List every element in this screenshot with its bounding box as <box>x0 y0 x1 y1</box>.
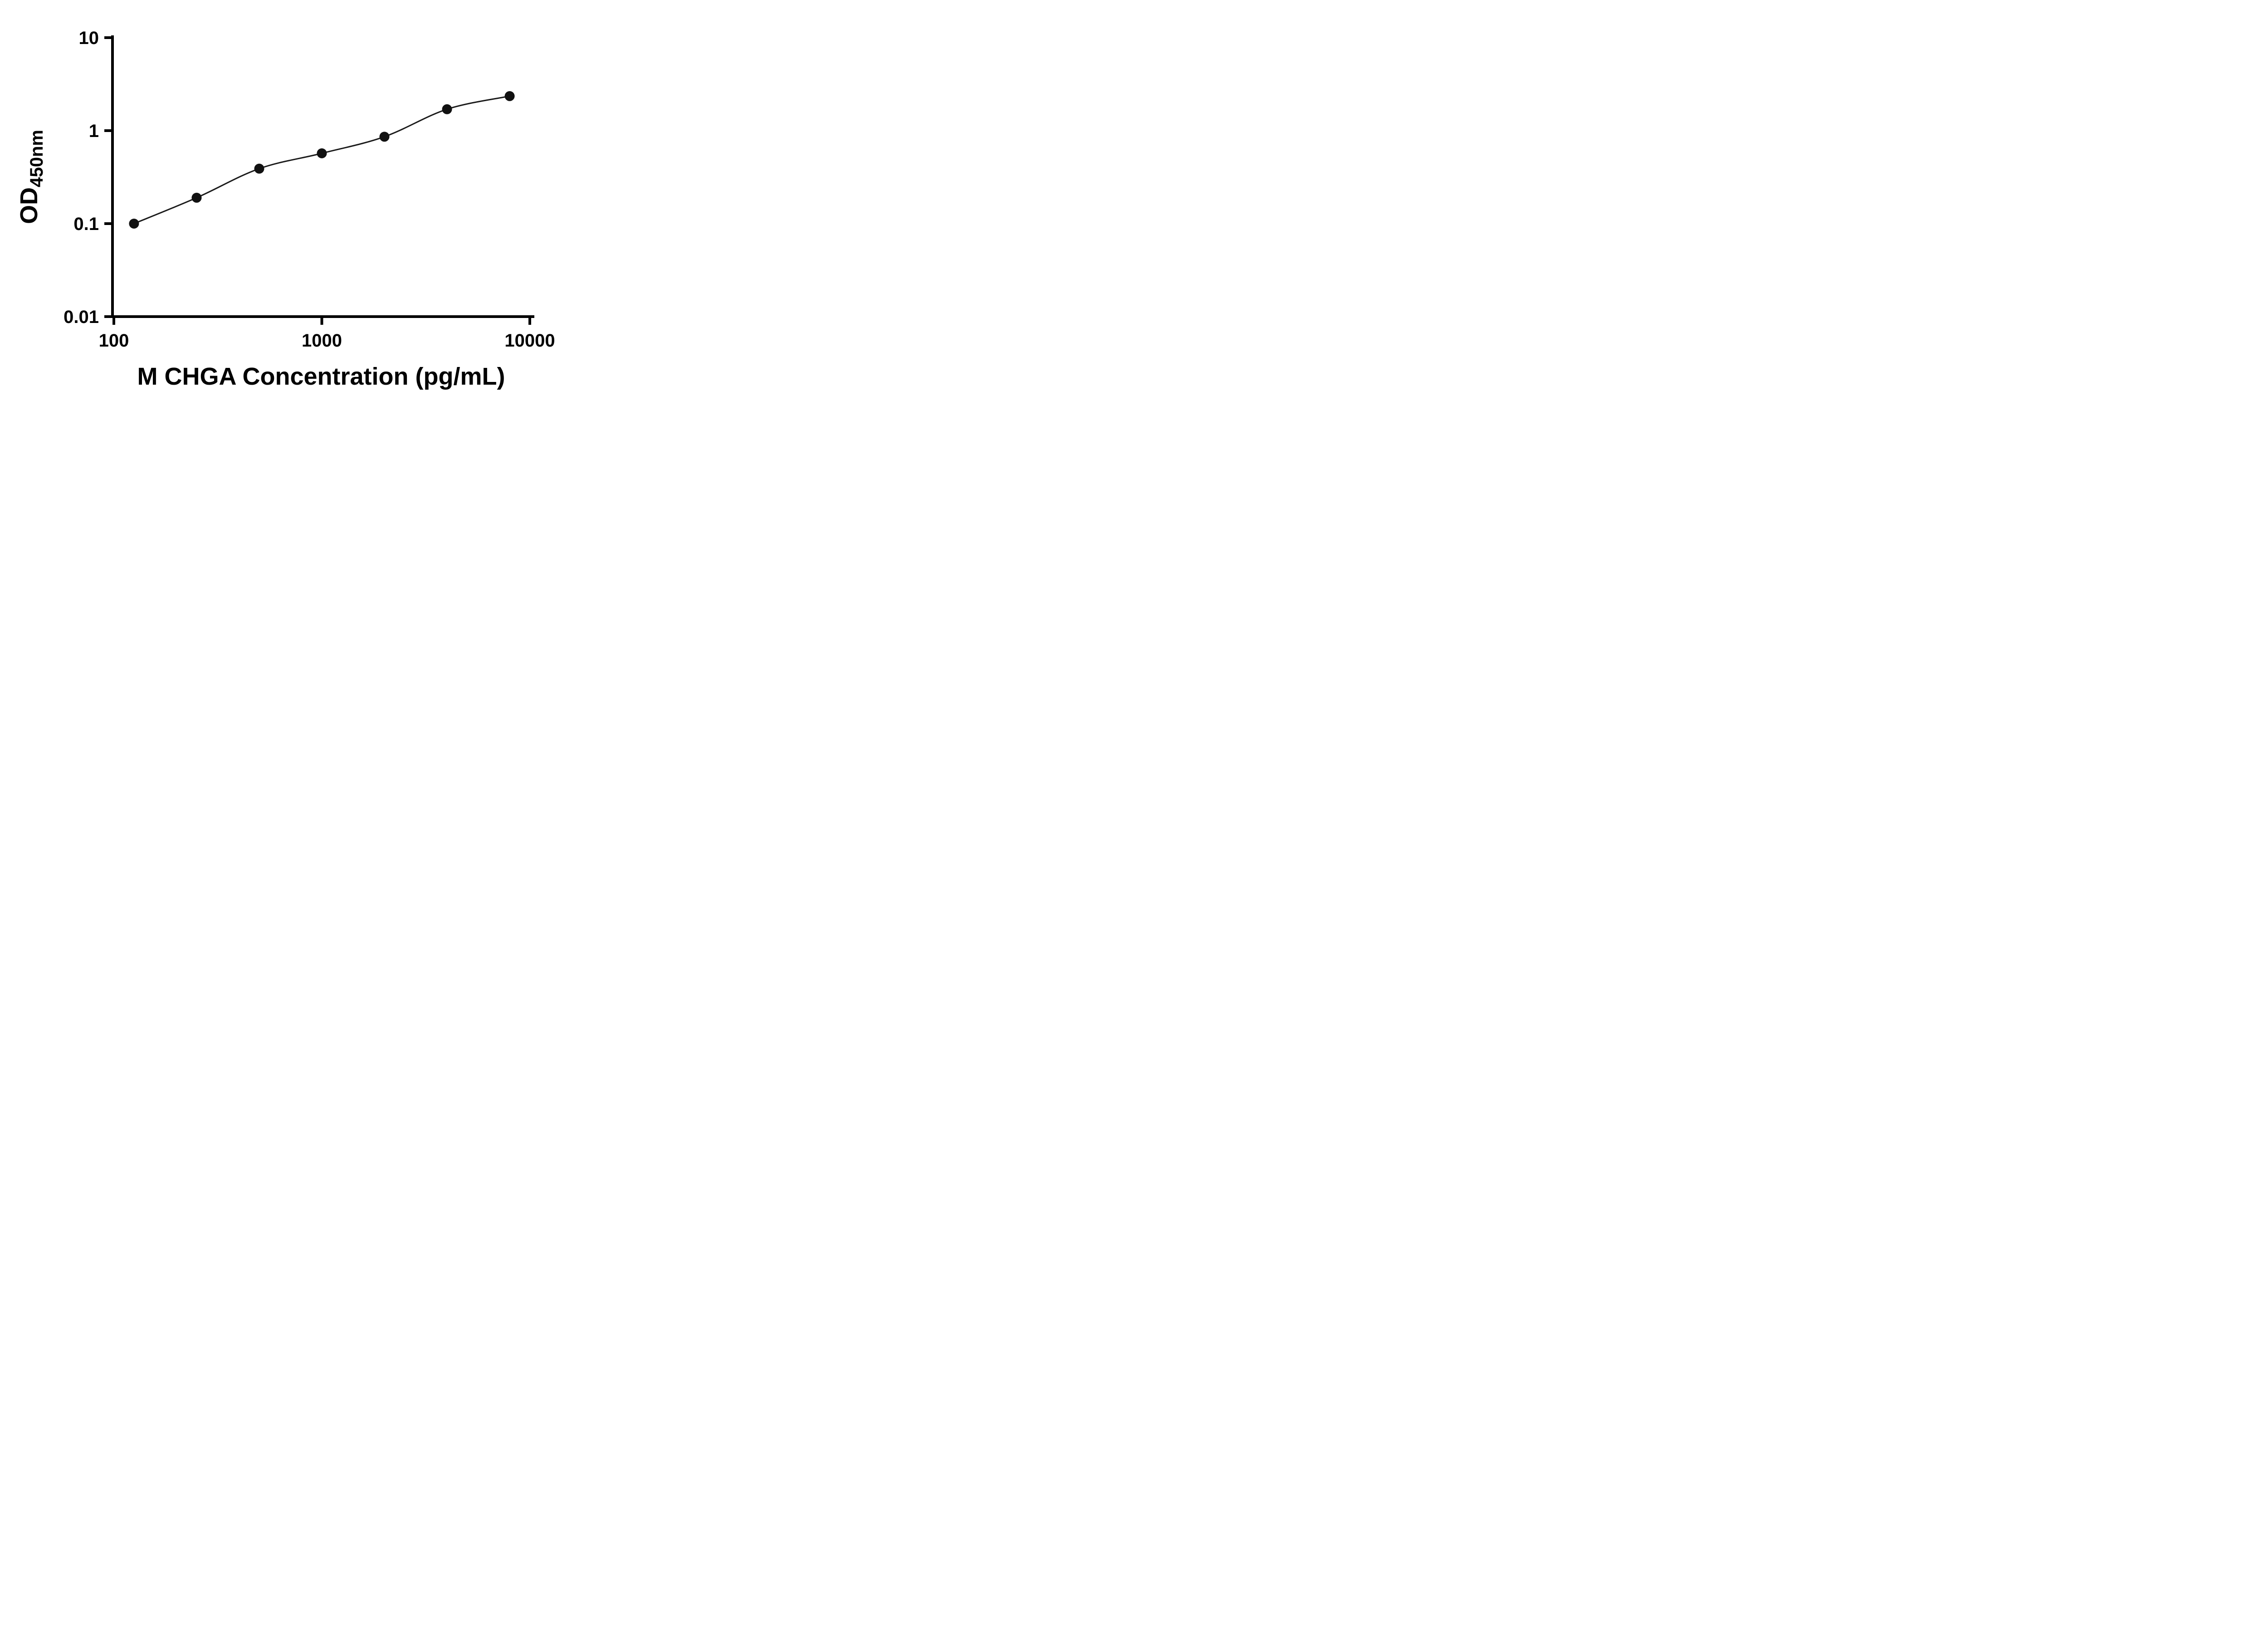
axes <box>111 35 534 318</box>
x-axis-title: M CHGA Concentration (pg/mL) <box>137 363 505 390</box>
chart-page: 100 1000 10000 0.01 0.1 1 10 M CHGA Concentrat… <box>0 0 583 408</box>
y-tick-label: 0.1 <box>73 214 99 234</box>
data-point <box>442 104 452 114</box>
data-point <box>317 148 327 158</box>
data-point <box>191 192 202 203</box>
y-tick-label: 1 <box>89 121 99 141</box>
data-point <box>379 132 390 142</box>
x-tick-label: 10000 <box>504 331 555 351</box>
y-tick-label: 0.01 <box>64 307 99 327</box>
data-point <box>504 91 515 101</box>
y-axis-title-main: OD <box>15 187 43 224</box>
y-tick-label: 10 <box>79 28 99 48</box>
y-axis-title-subscript: 450nm <box>27 130 47 187</box>
x-tick-label: 100 <box>99 331 129 351</box>
elisa-standard-curve-figure: 100 1000 10000 0.01 0.1 1 10 M CHGA Concentrat… <box>0 0 583 408</box>
y-axis-title: OD450nm <box>15 130 47 224</box>
fit-curve <box>133 95 510 225</box>
data-point <box>129 219 139 229</box>
plot-layer: 100 1000 10000 0.01 0.1 1 10 <box>64 28 555 351</box>
data-point <box>254 163 264 174</box>
chart-canvas: 100 1000 10000 0.01 0.1 1 10 M CHGA Concentrat… <box>15 28 555 390</box>
x-tick-label: 1000 <box>302 331 342 351</box>
